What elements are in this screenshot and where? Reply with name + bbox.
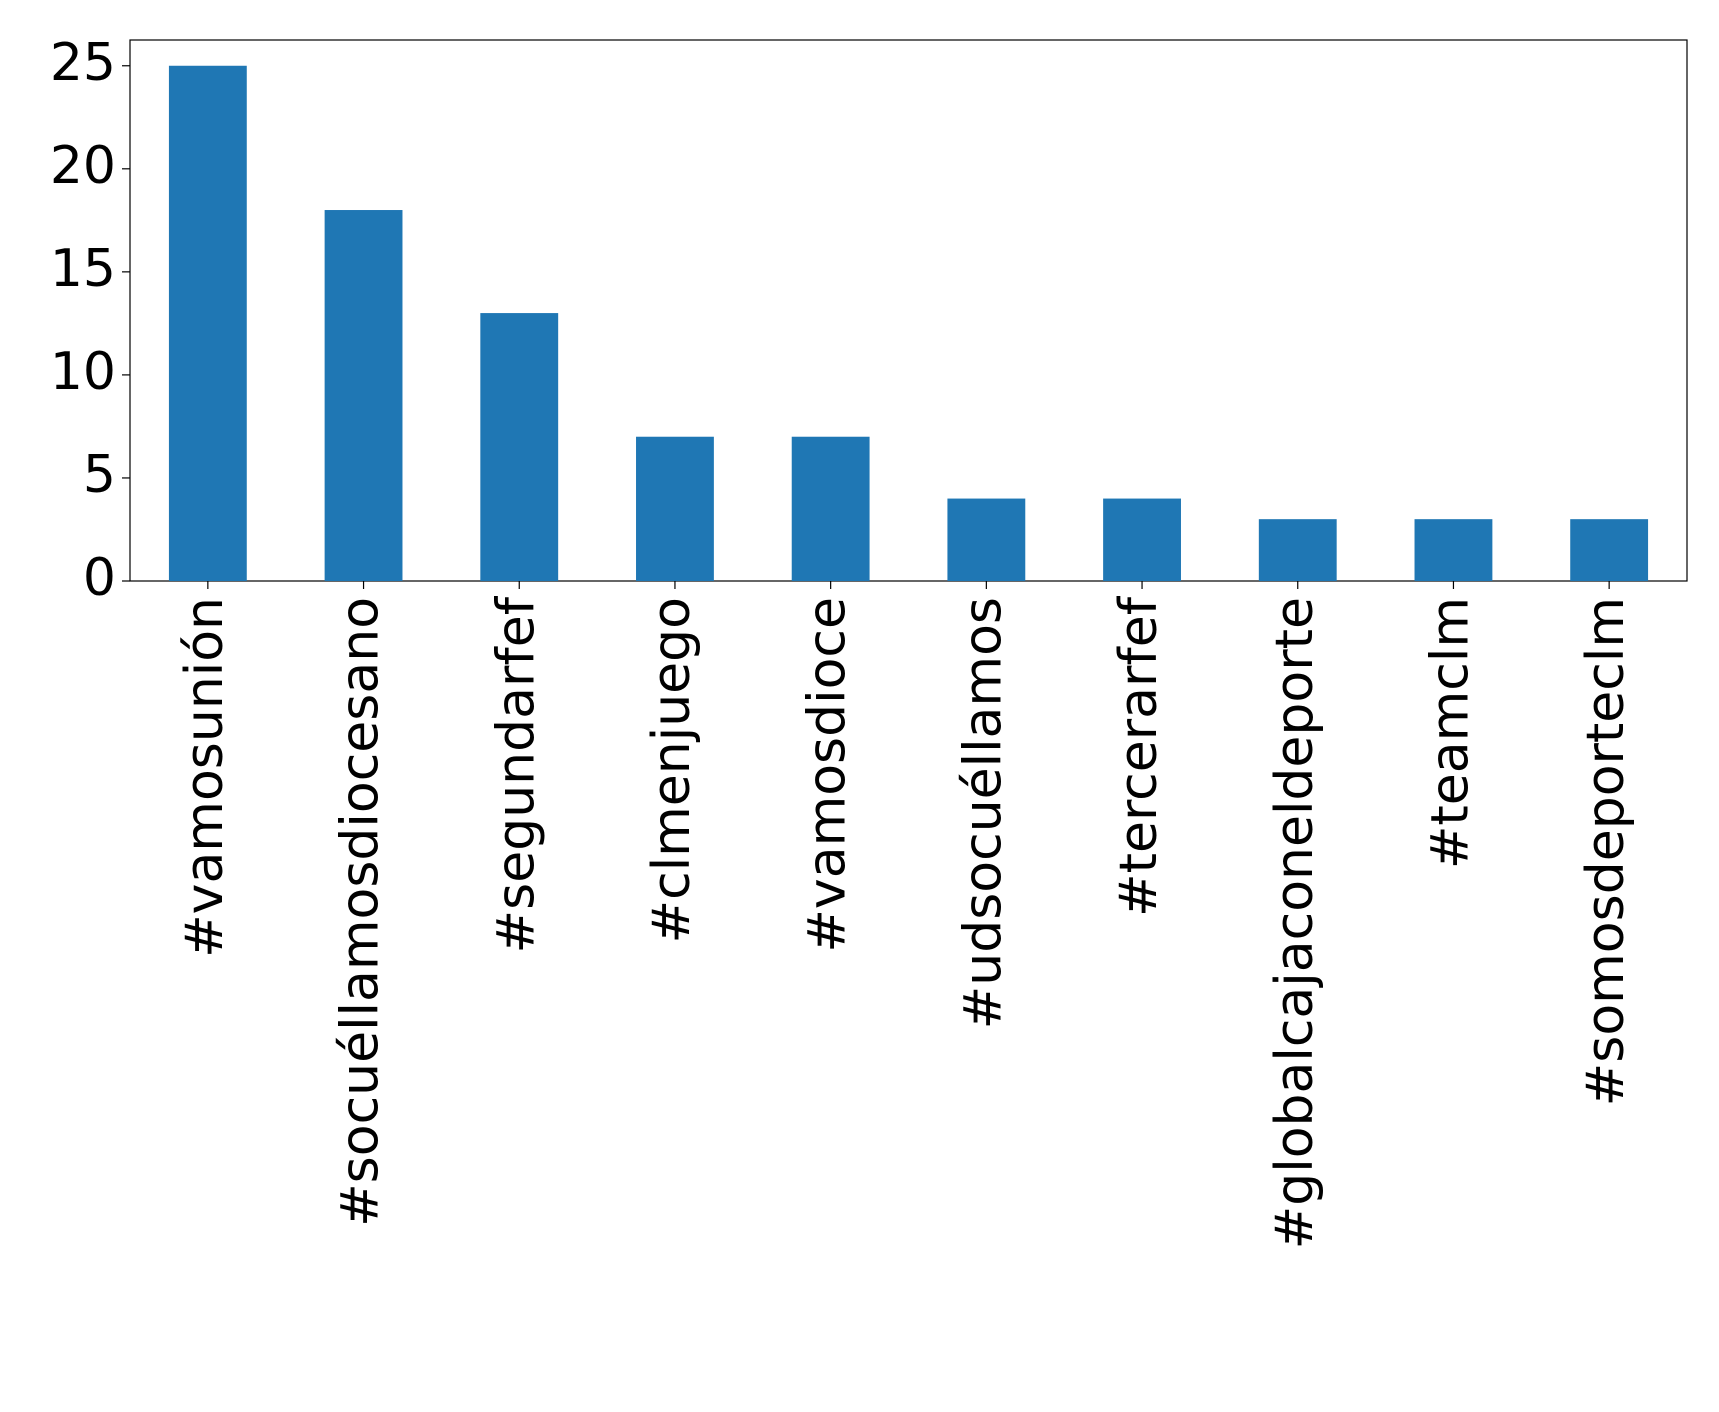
y-tick-label: 0: [83, 548, 116, 608]
bar: [636, 436, 714, 581]
plot-frame: [129, 39, 1688, 582]
y-tick-label: 10: [50, 342, 116, 402]
bar: [324, 210, 403, 581]
x-tick-label: #somosdeporteclm: [1576, 597, 1636, 1106]
bar: [1414, 519, 1493, 581]
x-tick-label: #tercerarfef: [1109, 595, 1169, 917]
x-tick-label: #udsocuéllamos: [953, 597, 1013, 1029]
bar: [168, 65, 247, 581]
bar: [791, 436, 870, 581]
bar: [1570, 519, 1649, 581]
y-tick-label: 20: [50, 136, 116, 196]
y-tick-label: 5: [83, 445, 116, 505]
x-tick-label: #clmenjuego: [642, 597, 702, 943]
bar: [1103, 498, 1181, 581]
x-tick-label: #vamosdioce: [798, 597, 858, 953]
x-tick-label: #globalcajaconeldeporte: [1265, 597, 1325, 1249]
x-tick-label: #segundarfef: [486, 595, 546, 953]
bar: [480, 313, 559, 581]
x-tick-label: #teamclm: [1420, 597, 1480, 869]
y-tick-label: 25: [50, 33, 116, 93]
y-tick-label: 15: [50, 239, 116, 299]
x-tick-label: #vamosunión: [175, 597, 235, 958]
bar: [1258, 519, 1337, 581]
x-tick-label: #socuéllamosdiocesano: [331, 597, 391, 1227]
bar: [947, 498, 1026, 581]
